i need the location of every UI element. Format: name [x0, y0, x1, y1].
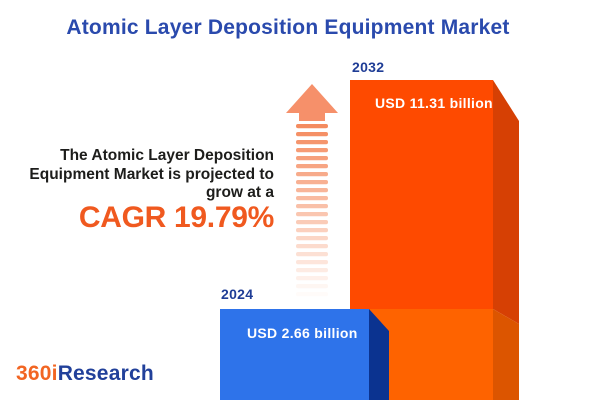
arrow-stripe	[296, 276, 328, 281]
arrow-stripe	[296, 172, 328, 177]
bar-value-2032: USD 11.31 billion	[375, 95, 493, 111]
description-line: grow at a	[205, 184, 274, 201]
arrow-stripe	[296, 140, 328, 145]
brand-logo: 360iResearch	[16, 362, 154, 386]
arrow-stripe	[296, 252, 328, 257]
arrow-stripe	[296, 132, 328, 137]
bar-2032-side-bottom	[493, 309, 519, 400]
arrow-stripe	[296, 228, 328, 233]
arrow-stripe	[296, 260, 328, 265]
year-label-2032: 2032	[352, 59, 385, 75]
bar-2032-face-top	[350, 80, 493, 309]
description-line: The Atomic Layer Deposition	[60, 147, 274, 164]
arrow-stripe	[296, 284, 328, 289]
arrow-stripe	[296, 180, 328, 185]
cagr-value: CAGR 19.79%	[78, 201, 274, 234]
bar-2024-face	[220, 309, 369, 400]
arrow-stripe	[296, 156, 328, 161]
arrow-stripe	[296, 292, 328, 296]
logo-research: Research	[57, 362, 154, 385]
arrow-stripe	[296, 204, 328, 209]
arrow-stripe	[296, 268, 328, 273]
bar-2032-side-top	[493, 80, 519, 324]
description-text: The Atomic Layer Deposition Equipment Ma…	[0, 147, 274, 203]
arrow-stripe	[296, 244, 328, 249]
description-line: Equipment Market is projected to	[29, 165, 274, 183]
arrow-stripe	[296, 236, 328, 241]
arrow-stripe	[296, 124, 328, 129]
bar-2024	[220, 309, 389, 400]
arrow-stripes	[296, 124, 328, 296]
growth-arrow-icon	[286, 84, 338, 296]
arrow-stripe	[296, 148, 328, 153]
arrow-head-icon	[286, 84, 338, 113]
arrow-stripe	[296, 220, 328, 225]
year-label-2024: 2024	[221, 286, 254, 302]
arrow-stripe	[296, 212, 328, 217]
logo-360i: 360i	[16, 362, 58, 385]
bar-value-2024: USD 2.66 billion	[247, 325, 358, 341]
page-title: Atomic Layer Deposition Equipment Market	[66, 16, 510, 39]
arrow-neck	[299, 111, 325, 121]
arrow-stripe	[296, 188, 328, 193]
arrow-stripe	[296, 164, 328, 169]
bar-2024-side	[369, 309, 389, 400]
arrow-stripe	[296, 196, 328, 201]
